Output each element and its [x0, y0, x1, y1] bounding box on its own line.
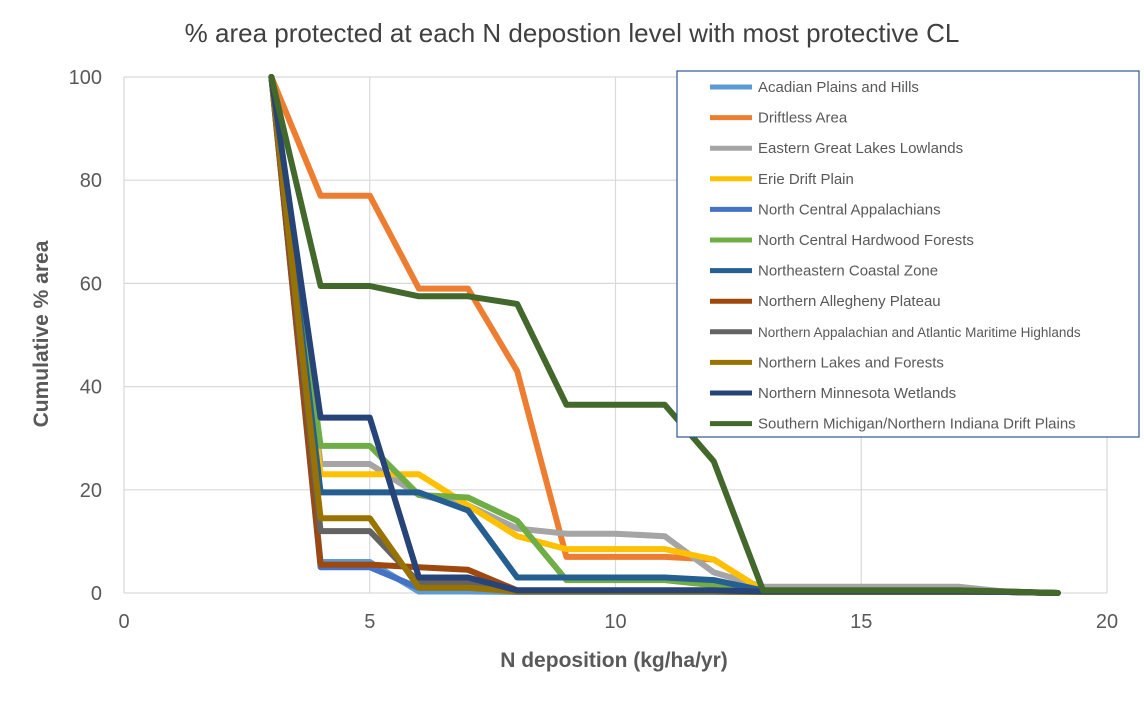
x-tick-label: 10: [604, 611, 626, 633]
y-tick-label: 80: [80, 170, 102, 192]
series-line-11: [268, 74, 1061, 596]
y-tick-label: 100: [69, 67, 102, 89]
x-tick-label: 20: [1096, 611, 1118, 633]
legend-label: Eastern Great Lakes Lowlands: [758, 140, 963, 157]
x-axis-title: N deposition (kg/ha/yr): [500, 649, 728, 672]
x-tick-label: 0: [118, 611, 129, 633]
legend-label: Driftless Area: [758, 110, 848, 127]
legend-label: Acadian Plains and Hills: [758, 79, 919, 96]
x-tick-label: 5: [364, 611, 375, 633]
x-tick-label: 15: [850, 611, 872, 633]
series-line-2: [268, 74, 1061, 596]
series-layer: [268, 74, 1061, 596]
legend-label: Northern Appalachian and Atlantic Mariti…: [758, 325, 1081, 340]
tick-labels: 0 20 40 60 80 100 0 5 10 15 20: [69, 67, 1119, 633]
chart-title: % area protected at each N depostion lev…: [185, 18, 960, 48]
y-tick-label: 40: [80, 377, 102, 399]
legend-label: Northern Lakes and Forests: [758, 354, 944, 371]
legend-label: Erie Drift Plain: [758, 171, 854, 188]
legend-box: [676, 70, 1140, 438]
legend-label: Northern Minnesota Wetlands: [758, 385, 956, 402]
y-tick-label: 0: [91, 583, 102, 605]
y-tick-label: 20: [80, 480, 102, 502]
legend-label: North Central Hardwood Forests: [758, 232, 974, 249]
legend-label: Northern Allegheny Plateau: [758, 293, 941, 310]
legend-label: Northeastern Coastal Zone: [758, 263, 938, 280]
y-axis-title: Cumulative % area: [30, 240, 53, 427]
legend-label: Southern Michigan/Northern Indiana Drift…: [758, 416, 1076, 433]
legend-label: North Central Appalachians: [758, 201, 941, 218]
y-tick-label: 60: [80, 273, 102, 295]
legend: Acadian Plains and Hills Driftless Area Ea…: [676, 70, 1140, 438]
